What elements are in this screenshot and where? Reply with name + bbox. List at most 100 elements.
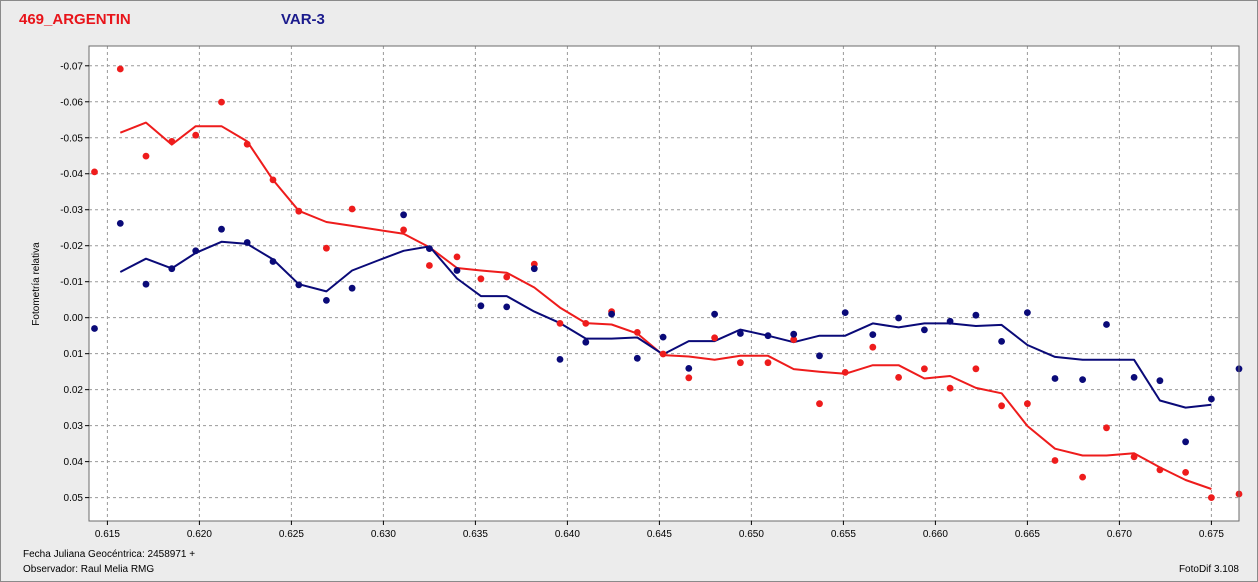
blue-data-point — [295, 281, 303, 289]
x-tick-label: 0.650 — [739, 529, 764, 540]
blue-data-point — [737, 330, 744, 337]
x-tick-label: 0.645 — [647, 529, 672, 540]
y-tick-label: 0.04 — [64, 457, 84, 468]
y-tick-label: -0.05 — [60, 133, 83, 144]
blue-data-point — [790, 330, 798, 338]
y-tick-label: -0.02 — [60, 241, 83, 252]
blue-data-point — [841, 309, 849, 316]
blue-data-point — [998, 338, 1005, 345]
y-tick-label: -0.03 — [60, 205, 83, 216]
x-axis-ticks: 0.615 0.620 0.625 0.630 0.635 0.640 0.645 0.650… — [95, 521, 1224, 540]
blue-data-point — [1103, 321, 1110, 328]
red-data-point — [400, 226, 407, 234]
red-data-point — [192, 131, 200, 139]
blue-data-point — [711, 310, 718, 318]
red-data-point — [659, 350, 667, 358]
blue-data-point — [869, 331, 877, 338]
x-tick-label: 0.660 — [923, 529, 948, 540]
blue-data-point — [142, 280, 150, 288]
red-data-point — [869, 343, 877, 351]
red-data-point — [685, 374, 693, 382]
blue-data-point — [218, 225, 225, 233]
blue-data-point — [1156, 377, 1164, 385]
y-tick-label: 0.03 — [64, 421, 84, 432]
red-data-point — [1024, 400, 1031, 408]
x-tick-label: 0.615 — [95, 529, 120, 540]
y-tick-label: -0.07 — [60, 61, 83, 72]
red-data-point — [1208, 494, 1215, 501]
blue-data-point — [946, 317, 954, 325]
red-data-point — [972, 365, 980, 373]
blue-data-point — [323, 297, 330, 304]
y-tick-label: 0.05 — [64, 493, 84, 504]
blue-data-point — [477, 302, 485, 310]
y-tick-label: -0.01 — [60, 277, 83, 288]
red-data-point — [1051, 457, 1059, 464]
data-points — [91, 65, 1243, 501]
red-data-point — [790, 336, 798, 343]
y-tick-label: -0.06 — [60, 97, 83, 108]
red-data-point — [921, 365, 928, 373]
y-tick-label: -0.04 — [60, 169, 83, 180]
blue-data-point — [269, 258, 277, 265]
blue-data-point — [503, 303, 511, 311]
blue-data-point — [556, 356, 564, 363]
blue-data-point — [1051, 375, 1059, 382]
blue-data-point — [633, 354, 641, 362]
red-data-point — [91, 168, 98, 176]
blue-data-point — [426, 245, 433, 253]
x-tick-label: 0.675 — [1199, 529, 1224, 540]
blue-data-point — [608, 310, 615, 318]
blue-data-point — [348, 284, 356, 292]
blue-data-point — [1024, 309, 1031, 316]
software-version: FotoDif 3.108 — [1178, 564, 1239, 575]
blue-data-point — [1182, 438, 1189, 446]
red-data-point — [1182, 469, 1189, 476]
y-tick-label: 0.01 — [64, 349, 84, 360]
plot-area — [89, 46, 1239, 521]
x-tick-label: 0.635 — [463, 529, 488, 540]
blue-data-point — [1079, 376, 1086, 383]
red-data-point — [711, 334, 718, 342]
x-tick-label: 0.620 — [187, 529, 212, 540]
blue-data-point — [921, 326, 928, 334]
red-data-point — [1156, 466, 1164, 474]
red-data-point — [895, 374, 902, 381]
x-tick-label: 0.655 — [831, 529, 856, 540]
red-data-point — [633, 329, 641, 336]
red-data-point — [295, 207, 303, 215]
red-data-point — [243, 140, 251, 148]
red-data-point — [503, 273, 511, 281]
red-data-point — [323, 244, 330, 252]
y-tick-label: 0.00 — [64, 313, 84, 324]
red-data-point — [142, 152, 150, 160]
y-axis-ticks: -0.07 -0.06 -0.05 -0.04 -0.03 -0.02 -0.01 0.00 0… — [60, 61, 89, 504]
red-data-point — [1130, 453, 1138, 461]
red-data-point — [168, 138, 176, 145]
blue-data-point — [816, 352, 823, 360]
y-axis-label: Fotometría relativa — [31, 242, 42, 326]
blue-data-point — [685, 365, 693, 372]
x-tick-label: 0.630 — [371, 529, 396, 540]
observer-note: Observador: Raul Melia RMG — [23, 564, 155, 575]
red-data-point — [556, 320, 564, 327]
blue-data-point — [972, 311, 980, 319]
blue-data-point — [168, 265, 176, 273]
red-data-point — [582, 320, 590, 327]
blue-data-point — [659, 333, 667, 341]
grid — [89, 46, 1239, 521]
blue-data-point — [192, 247, 200, 255]
red-data-point — [1103, 424, 1110, 432]
blue-data-point — [1208, 395, 1215, 403]
blue-data-point — [91, 325, 98, 332]
red-data-point — [218, 98, 225, 106]
blue-data-point — [582, 338, 590, 346]
red-data-point — [998, 402, 1005, 410]
red-data-point — [453, 253, 461, 261]
red-data-point — [426, 262, 433, 269]
blue-data-point — [895, 314, 902, 322]
red-data-point — [816, 400, 823, 408]
blue-data-point — [400, 211, 407, 219]
